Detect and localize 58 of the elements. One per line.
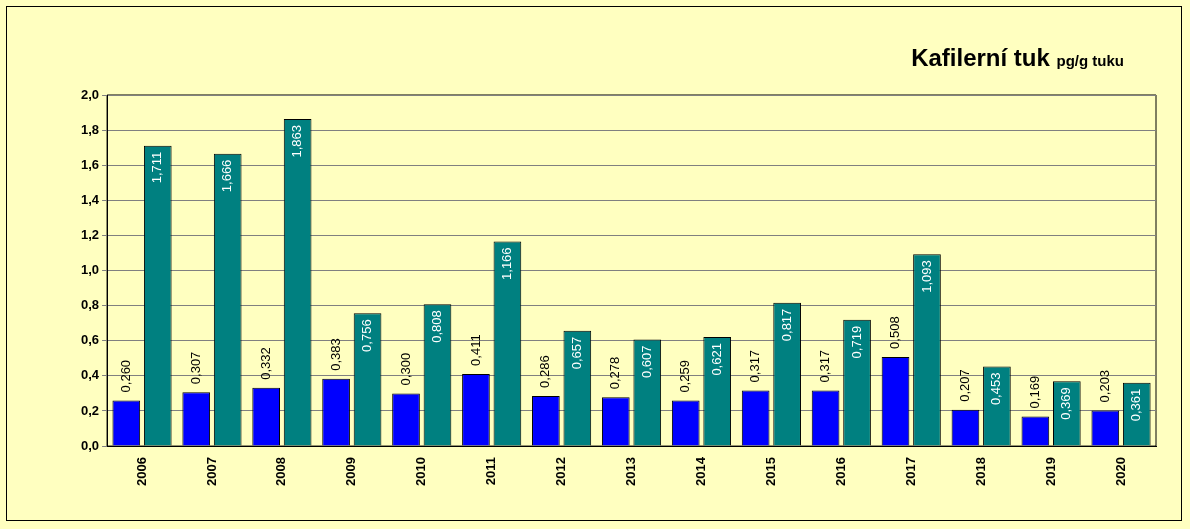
x-tick-label: 2006	[133, 457, 149, 486]
x-tick-label: 2012	[553, 457, 569, 486]
data-label: 0,719	[848, 325, 864, 359]
data-label: 1,863	[289, 125, 305, 158]
data-label: 0,817	[778, 308, 794, 342]
x-tick-label: 2011	[483, 457, 499, 486]
data-label: 1,711	[149, 151, 165, 184]
data-label: 0,307	[187, 351, 203, 385]
x-tick-label: 2010	[413, 457, 429, 486]
data-label: 1,093	[918, 260, 934, 293]
data-label: 1,666	[219, 159, 235, 193]
data-label: 0,369	[1058, 387, 1074, 420]
data-label: 0,317	[817, 349, 833, 383]
data-label: 0,332	[257, 347, 273, 380]
x-tick-label: 2016	[832, 457, 848, 486]
y-tick-label: 1,2	[80, 227, 100, 243]
x-tick-label: 2015	[762, 457, 778, 486]
data-label: 0,300	[397, 352, 413, 386]
data-label: 0,657	[568, 336, 584, 370]
data-label: 0,203	[1096, 369, 1112, 403]
x-tick-label: 2020	[1112, 457, 1128, 486]
y-tick-label: 0,4	[80, 367, 100, 383]
data-label: 0,453	[988, 372, 1004, 406]
data-label: 0,286	[537, 355, 553, 388]
data-label: 0,207	[957, 369, 973, 402]
chart-title: Kafilerní tuk	[911, 44, 1050, 71]
data-label: 0,278	[607, 356, 623, 390]
x-tick-label: 2008	[273, 457, 289, 486]
data-label: 0,169	[1026, 375, 1042, 409]
data-label: 0,383	[327, 338, 343, 371]
y-tick-label: 1,4	[80, 191, 100, 207]
chart-subtitle: pg/g tuku	[1056, 52, 1124, 69]
data-label: 0,260	[117, 359, 133, 393]
y-tick-label: 0,0	[80, 437, 100, 453]
data-label: 0,508	[887, 316, 903, 349]
y-tick-label: 0,8	[80, 297, 100, 313]
data-label: 0,259	[677, 360, 693, 393]
x-tick-label: 2018	[972, 457, 988, 486]
x-tick-label: 2009	[343, 457, 359, 486]
x-tick-label: 2014	[693, 456, 709, 486]
x-tick-label: 2019	[1042, 457, 1058, 486]
x-tick-label: 2013	[623, 457, 639, 486]
data-label: 0,756	[359, 319, 375, 352]
y-tick-label: 1,0	[80, 262, 100, 278]
y-tick-label: 0,6	[80, 332, 100, 348]
data-label: 0,808	[429, 310, 445, 343]
data-label: 0,317	[747, 349, 763, 383]
x-tick-label: 2007	[203, 457, 219, 486]
data-label: 0,607	[638, 345, 654, 379]
y-tick-label: 2,0	[80, 86, 100, 102]
data-label: 0,411	[467, 334, 483, 366]
x-tick-label: 2017	[902, 457, 918, 486]
y-tick-label: 1,6	[80, 156, 100, 172]
y-tick-label: 1,8	[80, 121, 100, 137]
y-tick-label: 0,2	[80, 402, 100, 418]
data-label: 1,166	[498, 247, 514, 280]
data-label: 0,361	[1128, 388, 1144, 422]
data-label: 0,621	[708, 343, 724, 376]
